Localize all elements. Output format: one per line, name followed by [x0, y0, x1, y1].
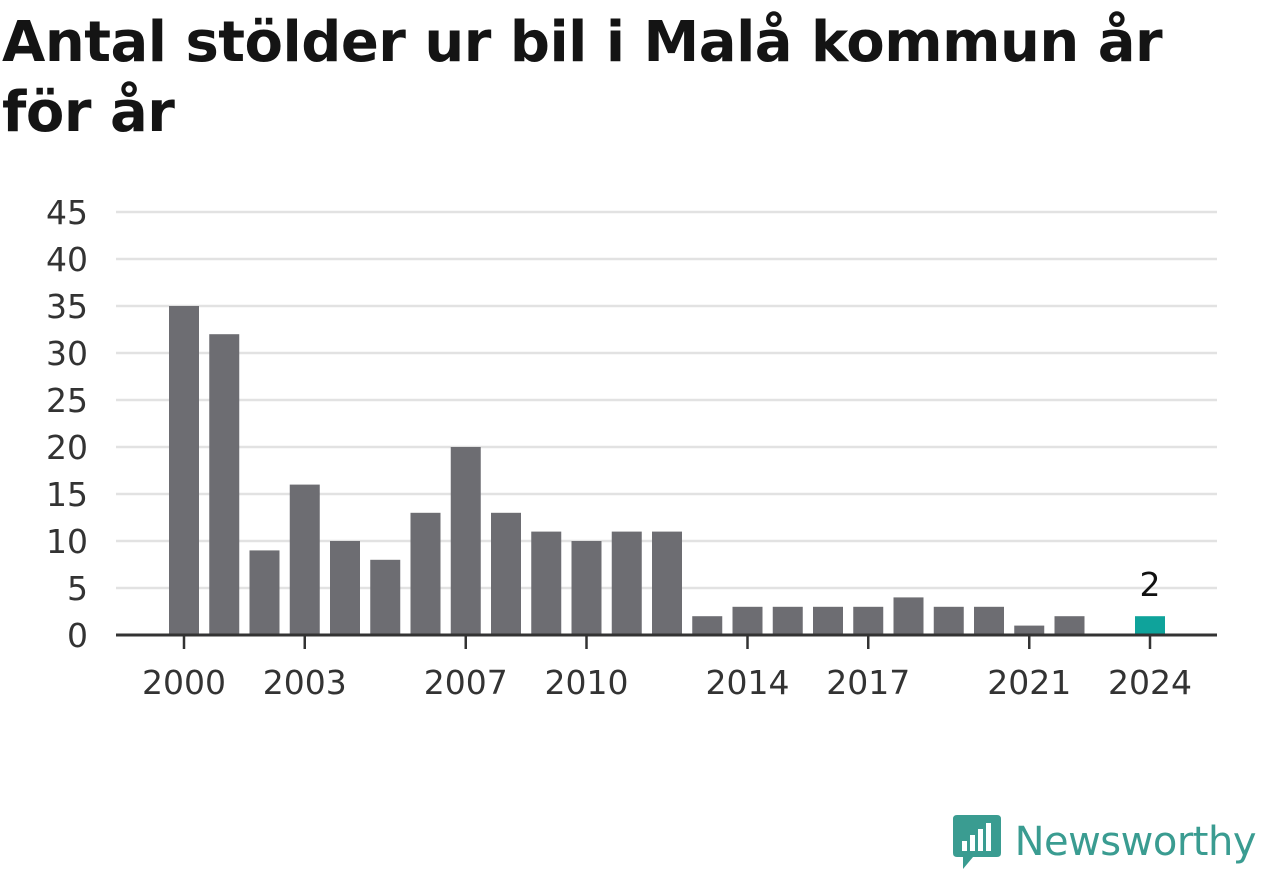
bar: [732, 606, 763, 635]
bar: [410, 512, 441, 635]
chart-title: Antal stölder ur bil i Malå kommun år fö…: [2, 10, 1163, 145]
bar: [370, 559, 401, 635]
bar: [652, 531, 682, 635]
y-tick-label: 30: [46, 334, 88, 373]
bar: [1014, 625, 1045, 635]
x-tick-label: 2000: [142, 663, 226, 702]
bar: [169, 306, 199, 635]
y-tick-label: 25: [46, 381, 88, 420]
bar: [974, 606, 1004, 635]
bar: [772, 606, 803, 635]
bar: [330, 541, 360, 635]
data-label: 2: [1140, 565, 1161, 604]
bar-highlight: [1135, 616, 1165, 635]
bar: [692, 616, 723, 635]
bar: [853, 606, 884, 635]
y-tick-label: 10: [46, 522, 88, 561]
x-axis-tick-labels: 2000 2003 2007 2010 2014 2017 2021 2024: [142, 635, 1192, 702]
grid-lines: [116, 210, 1217, 590]
bar: [571, 541, 602, 635]
x-tick-label: 2010: [545, 663, 629, 702]
bar: [813, 606, 843, 635]
bar: [1054, 616, 1085, 635]
x-tick-label: 2007: [424, 663, 508, 702]
y-tick-label: 20: [46, 428, 88, 467]
y-tick-label: 5: [67, 569, 88, 608]
x-tick-label: 2017: [826, 663, 910, 702]
y-tick-label: 0: [67, 616, 88, 655]
brand-logo: Newsworthy: [951, 813, 1257, 871]
y-tick-label: 15: [46, 475, 88, 514]
y-tick-label: 40: [46, 240, 88, 279]
bars: [169, 306, 1165, 635]
bar: [491, 512, 521, 635]
bar: [933, 606, 964, 635]
data-labels: 2: [1140, 565, 1161, 604]
bar: [531, 531, 562, 635]
bar: [893, 597, 924, 635]
newsworthy-logo-icon: [952, 815, 1001, 869]
y-tick-label: 35: [46, 287, 88, 326]
x-tick-label: 2024: [1108, 663, 1192, 702]
bar: [289, 484, 320, 635]
y-axis-tick-labels: 0 5 10 15 20 25 30 35 40 45: [46, 193, 88, 655]
bar: [249, 550, 280, 635]
x-tick-label: 2014: [706, 663, 790, 702]
brand-name: Newsworthy: [1014, 819, 1257, 865]
bar: [209, 334, 240, 635]
x-tick-label: 2003: [263, 663, 347, 702]
x-tick-label: 2021: [987, 663, 1071, 702]
bar: [450, 447, 481, 635]
bar: [611, 531, 642, 635]
y-tick-label: 45: [46, 193, 88, 232]
